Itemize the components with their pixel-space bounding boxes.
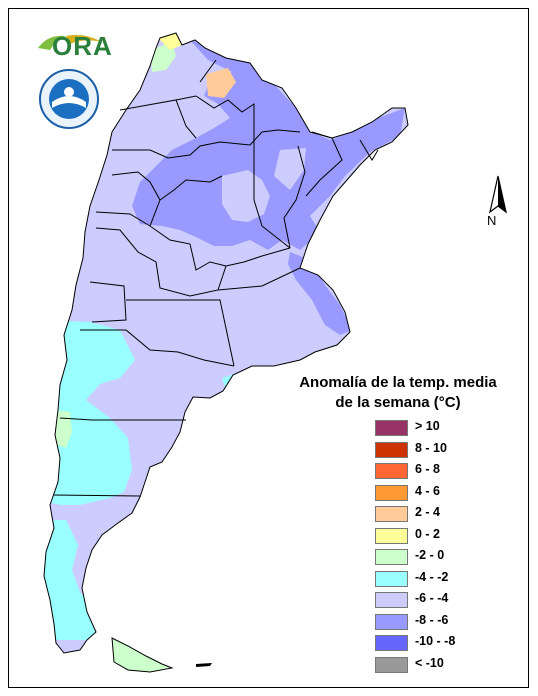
legend-label: -8 - -6 — [415, 612, 449, 627]
legend-swatch — [375, 463, 408, 479]
region-mild-pocket — [222, 170, 270, 222]
legend-label: 4 - 6 — [415, 483, 441, 498]
ora-logo: ORA — [36, 28, 112, 62]
legend-swatch — [375, 484, 408, 501]
legend-swatch — [375, 613, 408, 630]
north-label: N — [487, 213, 497, 228]
legend-label: 0 - 2 — [415, 526, 441, 541]
legend-title: Anomalía de la temp. media de la semana … — [276, 373, 520, 413]
region-cold-east — [288, 252, 352, 335]
legend-swatch — [375, 592, 408, 608]
legend-swatch — [375, 441, 408, 458]
ora-logo-text: ORA — [52, 31, 113, 61]
legend-title-line2: de la semana (°C) — [335, 394, 461, 411]
province-borders — [53, 59, 379, 497]
legend-swatch — [375, 420, 408, 436]
legend-swatch — [375, 527, 408, 544]
legend-swatch — [375, 635, 408, 651]
north-arrow-icon — [489, 175, 507, 214]
legend-label: -10 - -8 — [415, 634, 456, 648]
legend-label: -2 - 0 — [415, 548, 445, 562]
region-cyan-south — [44, 520, 100, 640]
region-tierra-del-fuego — [112, 638, 172, 672]
legend-label: < -10 — [415, 655, 444, 670]
region-peach-north — [206, 68, 236, 98]
region-mild-pocket-2 — [274, 148, 306, 190]
island-outline — [111, 637, 174, 673]
legend-label: -6 - -4 — [415, 591, 449, 605]
region-green-patch — [54, 410, 72, 448]
legend-label: > 10 — [415, 419, 440, 433]
legend-swatch — [375, 656, 408, 673]
legend-label: 6 - 8 — [415, 462, 441, 476]
smn-seal-logo — [38, 68, 100, 130]
isla-estados — [196, 663, 212, 667]
legend-label: 2 - 4 — [415, 505, 441, 519]
ora-leaf-icon — [38, 34, 102, 50]
legend-label: 8 - 10 — [415, 440, 447, 455]
legend-swatch — [375, 549, 408, 565]
region-cold-north — [132, 40, 405, 250]
legend-title-line1: Anomalía de la temp. media — [299, 374, 497, 391]
legend-swatch — [375, 570, 408, 587]
legend-swatch — [375, 506, 408, 522]
legend-label: -4 - -2 — [415, 569, 449, 584]
smn-seal-icon — [39, 69, 99, 129]
